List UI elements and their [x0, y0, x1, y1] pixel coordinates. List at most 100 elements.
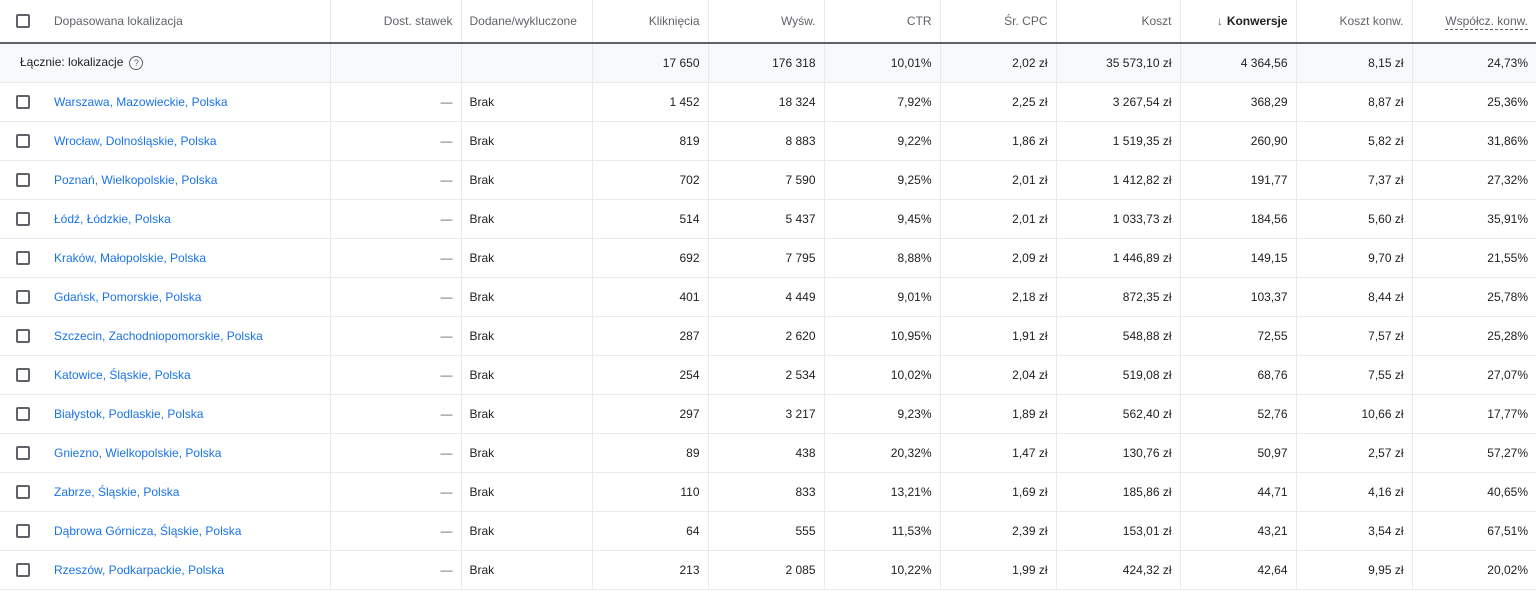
ctr: 20,32% — [824, 433, 941, 473]
column-header-location[interactable]: Dopasowana lokalizacja — [46, 0, 331, 44]
total-conversion-rate: 24,73% — [1412, 43, 1536, 83]
conversions: 52,76 — [1180, 394, 1297, 434]
location-link[interactable]: Wrocław, Dolnośląskie, Polska — [46, 121, 331, 161]
location-link[interactable]: Dąbrowa Górnicza, Śląskie, Polska — [46, 511, 331, 551]
row-checkbox[interactable] — [16, 172, 30, 187]
bid-adjustment: — — [330, 316, 462, 356]
total-avg-cpc: 2,02 zł — [940, 43, 1057, 83]
total-ctr: 10,01% — [824, 43, 941, 83]
conversion-rate: 27,32% — [1412, 160, 1536, 200]
help-icon[interactable]: ? — [129, 56, 144, 71]
avg-cpc: 2,01 zł — [940, 199, 1057, 239]
conversions: 260,90 — [1180, 121, 1297, 161]
row-checkbox[interactable] — [16, 367, 30, 382]
column-header-clicks[interactable]: Kliknięcia — [592, 0, 709, 44]
table-row: Wrocław, Dolnośląskie, Polska — Brak 819 8 8… — [0, 121, 1536, 161]
cost-per-conversion: 7,57 zł — [1296, 316, 1413, 356]
added-excluded-status: Brak — [461, 355, 593, 395]
row-select-cell — [0, 121, 46, 161]
location-link[interactable]: Poznań, Wielkopolskie, Polska — [46, 160, 331, 200]
row-checkbox[interactable] — [16, 133, 30, 148]
table-row: Łódź, Łódzkie, Polska — Brak 514 5 437 9,45% 2… — [0, 199, 1536, 239]
location-link[interactable]: Kraków, Małopolskie, Polska — [46, 238, 331, 278]
location-link[interactable]: Katowice, Śląskie, Polska — [46, 355, 331, 395]
column-header-impressions[interactable]: Wyśw. — [708, 0, 825, 44]
cost-per-conversion: 8,44 zł — [1296, 277, 1413, 317]
column-header-avg-cpc[interactable]: Śr. CPC — [940, 0, 1057, 44]
column-header-conversion-rate[interactable]: Współcz. konw. — [1412, 0, 1536, 44]
cost: 1 412,82 zł — [1056, 160, 1181, 200]
bid-adjustment: — — [330, 160, 462, 200]
table-row: Szczecin, Zachodniopomorskie, Polska — Bra… — [0, 316, 1536, 356]
location-link[interactable]: Łódź, Łódzkie, Polska — [46, 199, 331, 239]
location-link[interactable]: Białystok, Podlaskie, Polska — [46, 394, 331, 434]
row-checkbox[interactable] — [16, 211, 30, 226]
column-header-added-excluded[interactable]: Dodane/wykluczone — [461, 0, 593, 44]
clicks: 702 — [592, 160, 709, 200]
row-select-cell — [0, 316, 46, 356]
conversion-rate: 31,86% — [1412, 121, 1536, 161]
bid-adjustment: — — [330, 511, 462, 551]
ctr: 10,22% — [824, 550, 941, 590]
clicks: 819 — [592, 121, 709, 161]
row-select-cell — [0, 238, 46, 278]
location-link[interactable]: Szczecin, Zachodniopomorskie, Polska — [46, 316, 331, 356]
table-row: Poznań, Wielkopolskie, Polska — Brak 702 7 5… — [0, 160, 1536, 200]
row-select-cell — [0, 82, 46, 122]
column-header-impressions-label: Wyśw. — [780, 14, 816, 28]
conversions: 72,55 — [1180, 316, 1297, 356]
location-link[interactable]: Zabrze, Śląskie, Polska — [46, 472, 331, 512]
cost-per-conversion: 3,54 zł — [1296, 511, 1413, 551]
row-checkbox[interactable] — [16, 445, 30, 460]
column-header-ctr[interactable]: CTR — [824, 0, 941, 44]
row-checkbox[interactable] — [16, 289, 30, 304]
cost: 130,76 zł — [1056, 433, 1181, 473]
total-cost: 35 573,10 zł — [1056, 43, 1181, 83]
impressions: 833 — [708, 472, 825, 512]
row-checkbox[interactable] — [16, 406, 30, 421]
total-clicks: 17 650 — [592, 43, 709, 83]
row-checkbox[interactable] — [16, 484, 30, 499]
conversion-rate: 21,55% — [1412, 238, 1536, 278]
conversion-rate: 40,65% — [1412, 472, 1536, 512]
clicks: 287 — [592, 316, 709, 356]
column-header-cost-per-conversion[interactable]: Koszt konw. — [1296, 0, 1413, 44]
clicks: 514 — [592, 199, 709, 239]
added-excluded-status: Brak — [461, 472, 593, 512]
column-header-cost[interactable]: Koszt — [1056, 0, 1181, 44]
conversions: 149,15 — [1180, 238, 1297, 278]
row-select-cell — [0, 472, 46, 512]
location-link[interactable]: Warszawa, Mazowieckie, Polska — [46, 82, 331, 122]
row-checkbox[interactable] — [16, 562, 30, 577]
impressions: 4 449 — [708, 277, 825, 317]
avg-cpc: 1,86 zł — [940, 121, 1057, 161]
location-link[interactable]: Gniezno, Wielkopolskie, Polska — [46, 433, 331, 473]
column-header-conversions[interactable]: ↓ Konwersje — [1180, 0, 1297, 44]
select-all-checkbox[interactable] — [16, 14, 30, 29]
conversions: 191,77 — [1180, 160, 1297, 200]
clicks: 1 452 — [592, 82, 709, 122]
row-checkbox[interactable] — [16, 328, 30, 343]
avg-cpc: 1,91 zł — [940, 316, 1057, 356]
added-excluded-status: Brak — [461, 316, 593, 356]
conversion-rate: 67,51% — [1412, 511, 1536, 551]
row-checkbox[interactable] — [16, 250, 30, 265]
avg-cpc: 2,04 zł — [940, 355, 1057, 395]
column-header-avg-cpc-label: Śr. CPC — [1004, 14, 1048, 28]
cost: 1 033,73 zł — [1056, 199, 1181, 239]
conversion-rate: 27,07% — [1412, 355, 1536, 395]
cost-per-conversion: 7,55 zł — [1296, 355, 1413, 395]
row-checkbox[interactable] — [16, 523, 30, 538]
row-select-cell — [0, 433, 46, 473]
location-link[interactable]: Rzeszów, Podkarpackie, Polska — [46, 550, 331, 590]
cost: 548,88 zł — [1056, 316, 1181, 356]
row-checkbox[interactable] — [16, 94, 30, 109]
conversions: 44,71 — [1180, 472, 1297, 512]
location-link[interactable]: Gdańsk, Pomorskie, Polska — [46, 277, 331, 317]
column-header-bid-adjustment[interactable]: Dost. stawek — [330, 0, 462, 44]
bid-adjustment: — — [330, 472, 462, 512]
clicks: 110 — [592, 472, 709, 512]
select-all-cell — [0, 0, 46, 44]
clicks: 254 — [592, 355, 709, 395]
avg-cpc: 2,09 zł — [940, 238, 1057, 278]
